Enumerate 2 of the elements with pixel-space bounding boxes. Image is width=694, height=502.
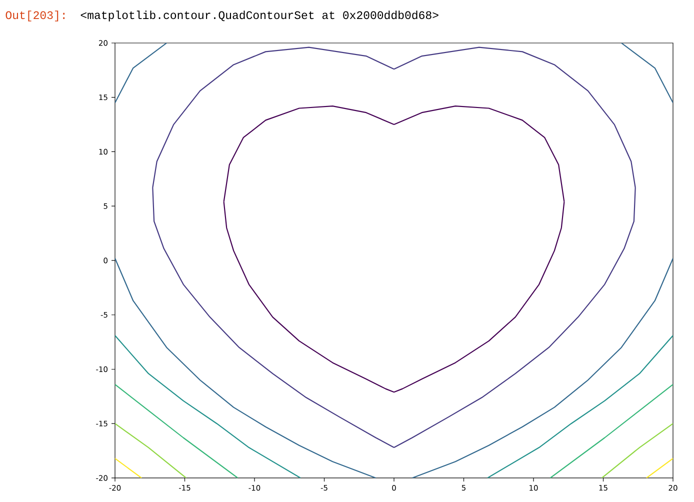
text: Out[203]: xyxy=(6,10,65,22)
text: <matplotlib.contour.QuadContourSet at 0x2000ddb0d68> xyxy=(80,10,438,22)
